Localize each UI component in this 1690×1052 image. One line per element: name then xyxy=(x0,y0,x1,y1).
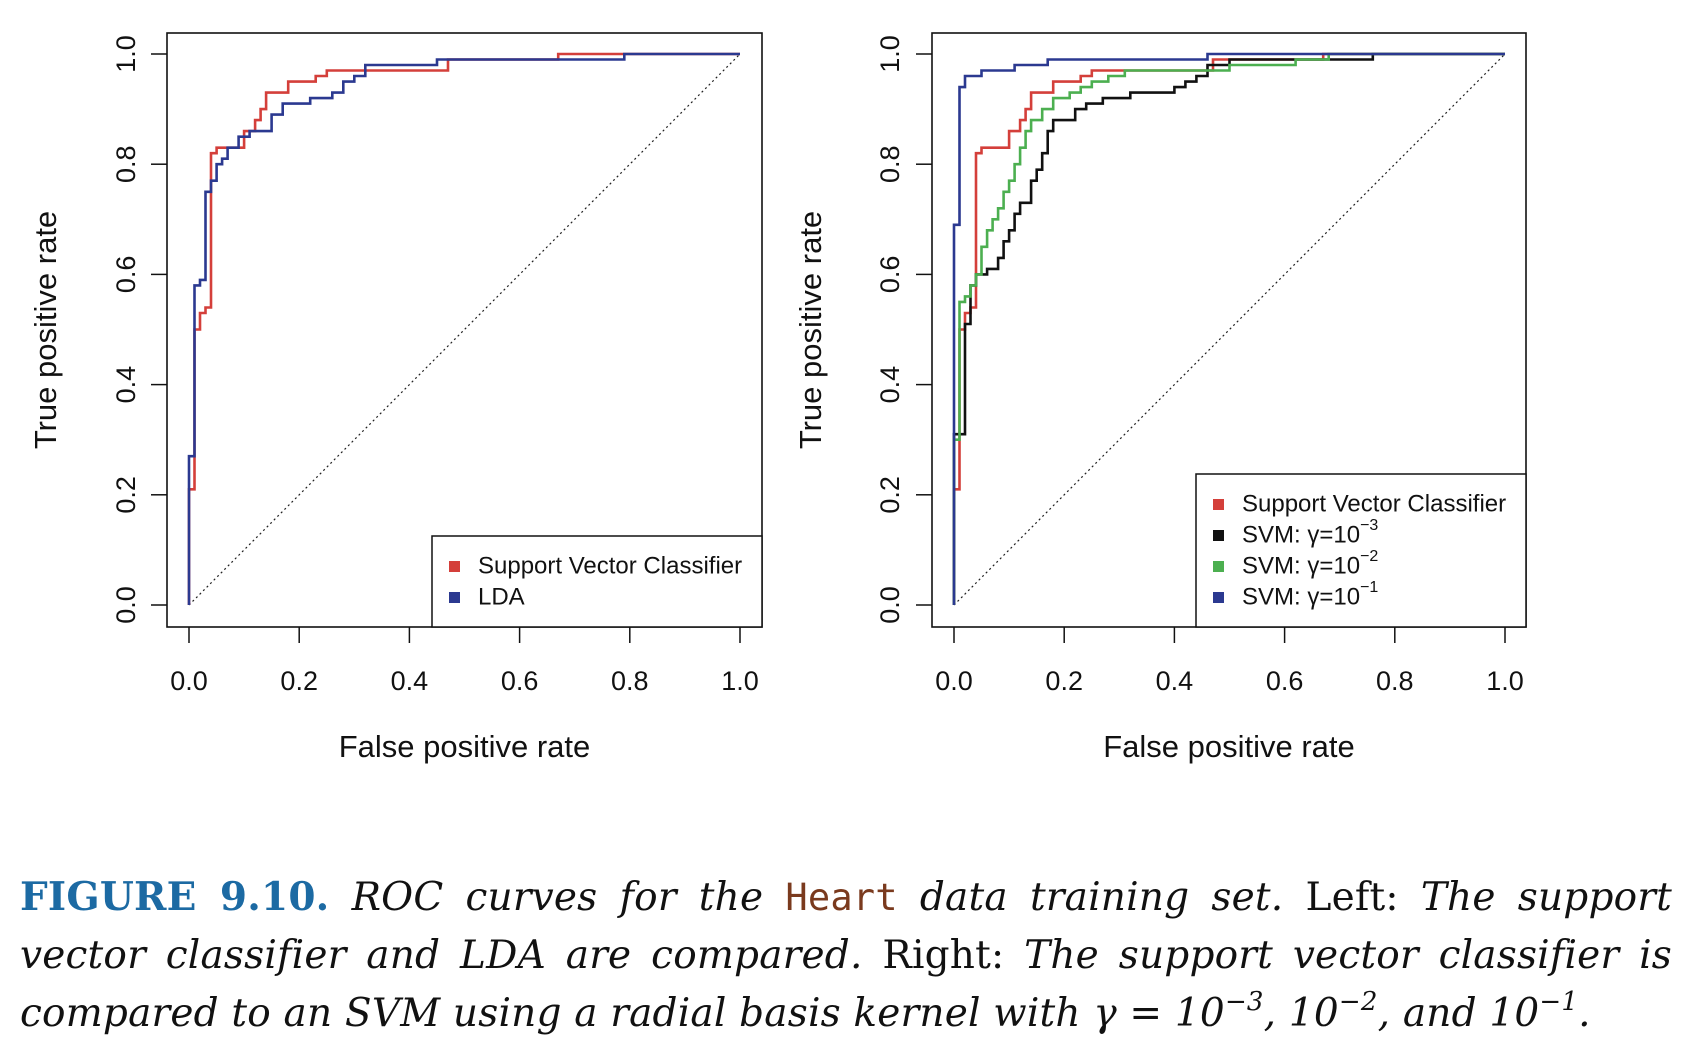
chart-panel-right: 0.0 0.2 0.4 0.6 0.8 1.0 0.0 0.2 0.4 0.6 0.8 1.0 Fals… xyxy=(793,32,1527,764)
x-tick-label: 0.2 xyxy=(280,666,318,696)
caption-text-2: data training set. xyxy=(919,875,1284,920)
figure-label: FIGURE 9.10. xyxy=(20,874,330,920)
x-tick-label: 1.0 xyxy=(721,666,759,696)
x-tick-label: 0.6 xyxy=(1266,666,1304,696)
x-tick-label: 0.4 xyxy=(1156,666,1194,696)
roc-curve-series-4 xyxy=(952,52,1505,605)
x-tick-label: 0.2 xyxy=(1045,666,1083,696)
diagonal-reference-line xyxy=(188,53,741,606)
y-tick-label: 0.0 xyxy=(111,586,141,624)
legend-box xyxy=(1195,473,1527,628)
roc-curve-series-2 xyxy=(952,52,1505,605)
legend-label: Support Vector Classifier xyxy=(478,552,742,579)
y-tick-label: 0.2 xyxy=(875,476,905,514)
x-tick-label: 1.0 xyxy=(1486,666,1524,696)
caption-gamma: γ = 10−3, 10−2, and 10−1. xyxy=(1093,987,1591,1036)
roc-curve-series-3 xyxy=(952,52,1505,605)
caption-text-4: The support vector classifier is compare… xyxy=(20,933,1672,1036)
caption-code: Heart xyxy=(785,876,898,919)
x-tick-label: 0.8 xyxy=(611,666,649,696)
roc-curve-series-2 xyxy=(187,52,740,605)
y-tick-label: 0.6 xyxy=(875,256,905,294)
roc-figure: 0.0 0.2 0.4 0.6 0.8 1.0 0.0 0.2 0.4 0.6 0.8 1.0 Fals… xyxy=(28,32,1527,764)
x-tick-label: 0.0 xyxy=(170,666,208,696)
x-tick-label: 0.4 xyxy=(391,666,429,696)
legend-swatch xyxy=(1213,499,1224,510)
legend-swatch xyxy=(1213,530,1224,541)
legend-label: LDA xyxy=(478,583,525,610)
y-tick-label: 0.8 xyxy=(875,145,905,183)
y-tick-label: 1.0 xyxy=(111,35,141,73)
y-tick-label: 0.4 xyxy=(875,366,905,404)
y-tick-label: 0.4 xyxy=(111,366,141,404)
caption-left-label: Left: xyxy=(1305,875,1399,920)
caption-text-3: The support vector classifier and LDA ar… xyxy=(20,875,1673,978)
x-axis-label: False positive rate xyxy=(1103,729,1355,764)
y-axis-label: True positive rate xyxy=(793,211,828,449)
legend-label: SVM: γ=10−2 xyxy=(1242,548,1378,579)
legend-label: Support Vector Classifier xyxy=(1242,490,1506,517)
y-tick-label: 0.8 xyxy=(111,145,141,183)
legend-swatch xyxy=(449,592,460,603)
y-tick-label: 0.0 xyxy=(875,586,905,624)
figure-caption: FIGURE 9.10. ROC curves for the Heart da… xyxy=(20,868,1672,1043)
x-tick-label: 0.0 xyxy=(935,666,973,696)
caption-right-label: Right: xyxy=(882,933,1005,978)
y-axis-label: True positive rate xyxy=(28,211,63,449)
legend-swatch xyxy=(1213,592,1224,603)
y-tick-label: 0.2 xyxy=(111,476,141,514)
legend-box xyxy=(431,535,763,628)
legend-swatch xyxy=(1213,561,1224,572)
legend-swatch xyxy=(449,561,460,572)
chart-panel-left: 0.0 0.2 0.4 0.6 0.8 1.0 0.0 0.2 0.4 0.6 0.8 1.0 Fals… xyxy=(28,32,763,764)
caption-text-1: ROC curves for the xyxy=(351,875,764,920)
x-tick-label: 0.6 xyxy=(501,666,539,696)
x-axis-label: False positive rate xyxy=(339,729,591,764)
y-tick-label: 0.6 xyxy=(111,256,141,294)
y-tick-label: 1.0 xyxy=(875,35,905,73)
roc-curve-series-1 xyxy=(187,52,740,605)
legend-label: SVM: γ=10−1 xyxy=(1242,579,1378,610)
legend-label: SVM: γ=10−3 xyxy=(1242,517,1378,548)
legend: Support Vector Classifier LDA xyxy=(431,535,763,628)
x-tick-label: 0.8 xyxy=(1376,666,1414,696)
